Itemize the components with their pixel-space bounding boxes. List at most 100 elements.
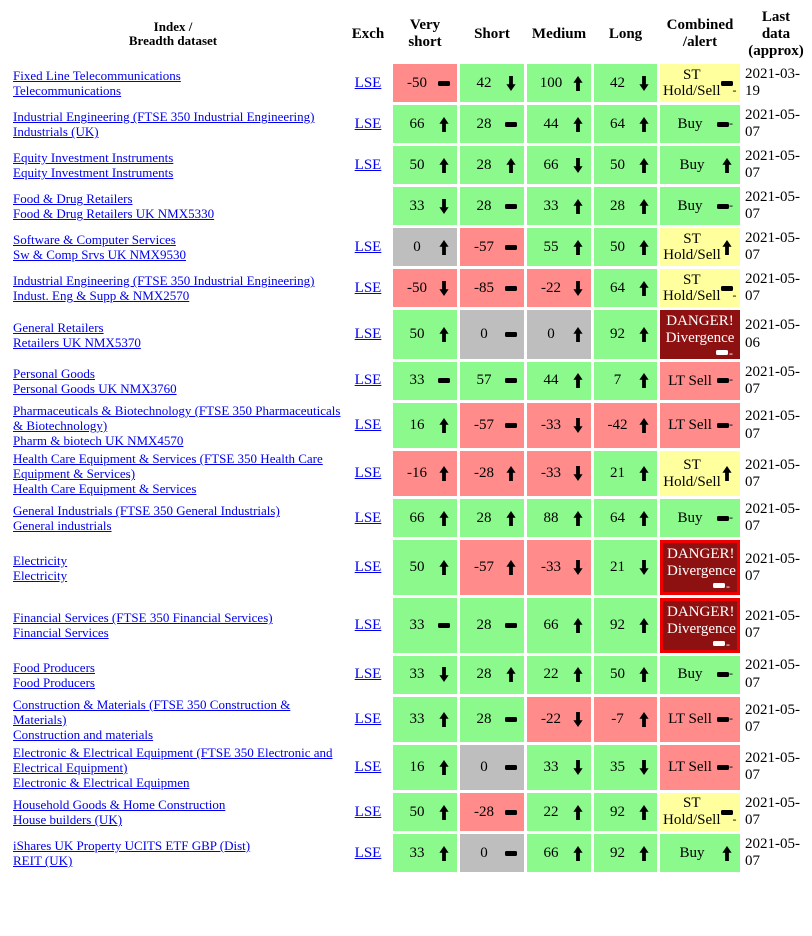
- dataset-link[interactable]: House builders (UK): [13, 812, 123, 828]
- exchange-link[interactable]: LSE: [354, 417, 382, 434]
- flat-dash-icon: [720, 809, 733, 815]
- short-cell: 42: [460, 64, 524, 103]
- flat-dash-icon: [438, 378, 450, 384]
- dataset-link[interactable]: Financial Services: [13, 625, 109, 641]
- up-arrow-icon: [572, 845, 584, 861]
- dataset-link[interactable]: Food Producers: [13, 674, 95, 690]
- exchange-link[interactable]: LSE: [354, 465, 382, 482]
- short-cell: 28: [460, 655, 524, 694]
- medium-cell: 88: [527, 499, 591, 538]
- very-short-cell: 66: [393, 105, 457, 144]
- index-link[interactable]: Household Goods & Home Construction: [13, 797, 226, 813]
- flat-dash-tick: -: [729, 197, 733, 212]
- dataset-link[interactable]: Telecommunications: [13, 83, 122, 99]
- index-link[interactable]: Fixed Line Telecommunications: [13, 68, 181, 84]
- flat-dash-tick: -: [732, 83, 737, 98]
- flat-dash-tick: -: [729, 372, 733, 387]
- exchange-link[interactable]: LSE: [354, 666, 382, 683]
- table-row: Fixed Line Telecommunications Telecommun…: [3, 64, 809, 103]
- dataset-link[interactable]: Retailers UK NMX5370: [13, 334, 141, 350]
- flat-dash-tick: -: [726, 636, 730, 651]
- dataset-link[interactable]: Pharm & biotech UK NMX4570: [13, 433, 184, 449]
- short-cell: 28: [460, 187, 524, 226]
- exchange-link[interactable]: LSE: [354, 844, 382, 861]
- dataset-link[interactable]: Personal Goods UK NMX3760: [13, 380, 177, 396]
- index-link[interactable]: Electricity: [13, 552, 68, 568]
- exchange-link[interactable]: LSE: [354, 616, 382, 633]
- index-link[interactable]: Food & Drug Retailers: [13, 191, 133, 207]
- index-link[interactable]: General Retailers: [13, 319, 104, 335]
- exchange-link[interactable]: LSE: [354, 559, 382, 576]
- flat-dash-icon: [713, 583, 725, 589]
- last-data-cell: 2021-03-19: [745, 66, 800, 100]
- exchange-cell: LSE: [346, 834, 390, 872]
- exchange-link[interactable]: LSE: [354, 509, 382, 526]
- cell-value: 42: [476, 74, 492, 91]
- last-data-cell: 2021-05-07: [745, 657, 800, 691]
- index-link[interactable]: Construction & Materials (FTSE 350 Const…: [13, 696, 291, 727]
- table-row: Industrial Engineering (FTSE 350 Industr…: [3, 269, 809, 308]
- exchange-link[interactable]: LSE: [354, 238, 382, 255]
- index-link[interactable]: Pharmaceuticals & Biotechnology (FTSE 35…: [13, 402, 341, 434]
- dataset-link[interactable]: Health Care Equipment & Services: [13, 481, 197, 497]
- long-cell: 50: [594, 655, 657, 694]
- down-arrow-icon: [638, 560, 650, 576]
- index-link[interactable]: Health Care Equipment & Services (FTSE 3…: [13, 451, 323, 482]
- index-link[interactable]: Financial Services (FTSE 350 Financial S…: [13, 610, 273, 626]
- index-link[interactable]: iShares UK Property UCITS ETF GBP (Dist): [13, 838, 251, 854]
- dataset-link[interactable]: Equity Investment Instruments: [13, 165, 174, 181]
- dataset-link[interactable]: Sw & Comp Srvs UK NMX9530: [13, 247, 186, 263]
- dataset-link[interactable]: Electricity: [13, 567, 68, 583]
- combined-alert-cell: Buy -: [660, 655, 740, 694]
- dataset-link[interactable]: REIT (UK): [13, 853, 73, 869]
- index-link[interactable]: Software & Computer Services: [13, 232, 176, 248]
- col-header-very-short: Very short: [408, 17, 442, 51]
- exchange-cell: LSE: [346, 228, 390, 266]
- last-data-cell: 2021-05-07: [745, 408, 800, 442]
- dataset-link[interactable]: Industrials (UK): [13, 124, 99, 140]
- index-link[interactable]: Personal Goods: [13, 365, 95, 381]
- dataset-link[interactable]: Electronic & Electrical Equipmen: [13, 775, 190, 791]
- combined-alert-cell: Buy -: [660, 105, 740, 144]
- cell-value: -33: [541, 465, 561, 482]
- cell-value: 33: [409, 372, 425, 389]
- index-link[interactable]: Equity Investment Instruments: [13, 150, 174, 166]
- cell-value: 35: [610, 758, 625, 775]
- exchange-link[interactable]: LSE: [354, 710, 382, 727]
- index-link[interactable]: Electronic & Electrical Equipment (FTSE …: [13, 744, 333, 775]
- combined-alert-cell: DANGER! Divergence -: [660, 598, 740, 653]
- down-arrow-icon: [572, 418, 584, 434]
- index-link[interactable]: Industrial Engineering (FTSE 350 Industr…: [13, 109, 315, 125]
- short-cell: 0: [460, 744, 524, 791]
- dataset-link[interactable]: Food & Drug Retailers UK NMX5330: [13, 206, 215, 222]
- index-link[interactable]: General Industrials (FTSE 350 General In…: [13, 503, 280, 519]
- up-arrow-icon: [572, 667, 584, 683]
- index-dataset-cell: Equity Investment Instruments Equity Inv…: [3, 146, 343, 184]
- exchange-cell: LSE: [346, 310, 390, 359]
- dataset-link[interactable]: General industrials: [13, 518, 112, 534]
- exchange-link[interactable]: LSE: [354, 803, 382, 820]
- cell-value: 16: [409, 417, 425, 434]
- exchange-cell: LSE: [346, 64, 390, 102]
- flat-dash-tick: -: [729, 345, 733, 360]
- exchange-link[interactable]: LSE: [354, 156, 382, 173]
- combined-label: Buy: [679, 156, 705, 173]
- exchange-link[interactable]: LSE: [354, 115, 382, 132]
- table-row: Software & Computer Services Sw & Comp S…: [3, 228, 809, 267]
- combined-alert-cell: LT Sell -: [660, 402, 740, 449]
- exchange-link[interactable]: LSE: [354, 326, 382, 343]
- exchange-link[interactable]: LSE: [354, 74, 382, 91]
- last-data-cell: 2021-05-07: [745, 750, 800, 784]
- index-link[interactable]: Industrial Engineering (FTSE 350 Industr…: [13, 273, 315, 289]
- cell-value: 50: [610, 666, 625, 683]
- exchange-link[interactable]: LSE: [354, 372, 382, 389]
- index-link[interactable]: Food Producers: [13, 659, 95, 675]
- exchange-link[interactable]: LSE: [354, 279, 382, 296]
- up-arrow-icon: [638, 327, 650, 343]
- header-row: Index / Breadth dataset Exch Very short …: [3, 7, 809, 61]
- dataset-link[interactable]: Indust. Eng & Supp & NMX2570: [13, 288, 190, 304]
- very-short-cell: 33: [393, 598, 457, 653]
- exchange-link[interactable]: LSE: [354, 758, 382, 775]
- dataset-link[interactable]: Construction and materials: [13, 726, 154, 742]
- index-dataset-cell: Industrial Engineering (FTSE 350 Industr…: [3, 105, 343, 143]
